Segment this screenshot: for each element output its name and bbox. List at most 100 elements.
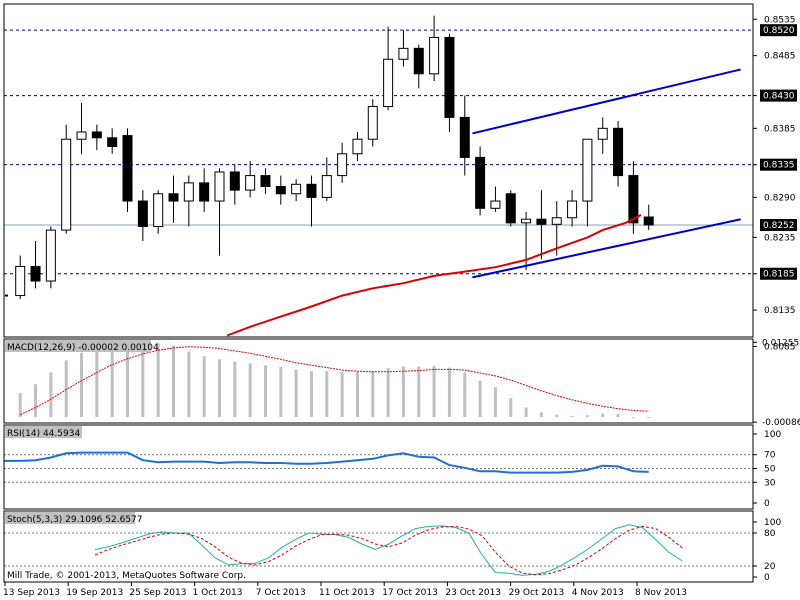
- candle-body: [383, 58, 394, 108]
- rsi-axis: 100 70 50 30 0: [753, 430, 781, 509]
- candle[interactable]: [475, 146, 486, 216]
- candle[interactable]: [398, 30, 409, 67]
- rsi-pane[interactable]: RSI(14) 44.5934 100 70 50 30 0: [3, 424, 781, 510]
- current-price-label: 0.8252: [763, 221, 795, 231]
- candle[interactable]: [321, 157, 332, 202]
- candle[interactable]: [413, 44, 424, 89]
- trend-line[interactable]: [472, 68, 741, 135]
- macd-bar: [126, 342, 130, 418]
- candle[interactable]: [107, 128, 118, 154]
- candle[interactable]: [214, 168, 225, 256]
- macd-bar: [493, 387, 497, 418]
- stochastic-tick-label: 100: [764, 518, 781, 528]
- time-tick-label: 29 Oct 2013: [509, 588, 565, 598]
- candle[interactable]: [352, 131, 363, 162]
- level-badge-label: 0.8520: [763, 26, 795, 36]
- candle[interactable]: [260, 168, 271, 194]
- candle[interactable]: [337, 142, 348, 183]
- candle-body: [76, 131, 87, 140]
- macd-bar: [325, 371, 329, 418]
- candle[interactable]: [199, 168, 210, 212]
- candle[interactable]: [367, 99, 378, 147]
- macd-signal-path: [19, 346, 649, 416]
- candle-body: [107, 137, 118, 148]
- candle[interactable]: [137, 190, 148, 242]
- candle[interactable]: [245, 161, 256, 198]
- candle-body: [643, 216, 654, 226]
- candle[interactable]: [45, 226, 56, 289]
- macd-bar: [172, 345, 175, 418]
- candle[interactable]: [229, 164, 240, 205]
- trend-line[interactable]: [472, 218, 741, 279]
- macd-bar: [509, 397, 513, 418]
- stochastic-tick-label: 20: [764, 562, 776, 572]
- candle[interactable]: [122, 128, 133, 212]
- candle[interactable]: [61, 124, 72, 234]
- candle[interactable]: [168, 175, 179, 223]
- price-tick-label: 0.8290: [764, 193, 796, 203]
- candle[interactable]: [582, 138, 593, 227]
- candle-body: [306, 183, 317, 198]
- candle-body: [122, 135, 133, 202]
- macd-tick-label: -0.00086: [762, 418, 800, 428]
- macd-bar: [141, 342, 145, 418]
- level-badge: [760, 267, 797, 280]
- macd-bar: [386, 368, 390, 418]
- candle[interactable]: [505, 190, 516, 227]
- candle-body: [153, 193, 164, 227]
- level-badge-label: 0.8430: [763, 92, 795, 102]
- candle[interactable]: [597, 117, 608, 154]
- candle[interactable]: [613, 121, 624, 187]
- time-tick-label: 25 Sep 2013: [129, 588, 186, 598]
- candle[interactable]: [91, 124, 102, 151]
- macd-bar: [355, 371, 359, 418]
- candle[interactable]: [490, 186, 501, 212]
- candle[interactable]: [643, 204, 654, 231]
- time-tick-label: 8 Nov 2013: [635, 588, 687, 598]
- macd-bar: [647, 417, 651, 419]
- candle-body: [613, 127, 624, 177]
- candle[interactable]: [291, 179, 302, 202]
- rsi-pane-border: [3, 424, 754, 510]
- moving-average: [226, 214, 642, 337]
- candle[interactable]: [429, 15, 440, 82]
- candle[interactable]: [383, 26, 394, 111]
- candle[interactable]: [536, 190, 547, 260]
- candle-body: [551, 217, 562, 225]
- macd-bar: [371, 371, 375, 418]
- macd-pane[interactable]: MACD(12,26,9) -0.00002 0.00104 0.01255 -0…: [3, 338, 800, 428]
- macd-bar: [80, 352, 84, 418]
- candle[interactable]: [459, 95, 470, 176]
- macd-bar: [340, 371, 344, 418]
- candle[interactable]: [275, 175, 286, 205]
- macd-bar: [432, 365, 436, 418]
- candle[interactable]: [153, 190, 164, 234]
- candle-body: [597, 127, 608, 140]
- candle-body: [245, 175, 256, 191]
- price-tick-label: 0.8135: [764, 306, 796, 316]
- current-price-badge: [760, 219, 797, 232]
- candle[interactable]: [183, 175, 194, 227]
- candle[interactable]: [15, 255, 26, 300]
- rsi-tick-label: 50: [764, 465, 776, 475]
- macd-bar: [217, 359, 221, 418]
- price-pane[interactable]: 0.8535 0.8485 0.8430 0.8385 0.8335 0.8290 0.82…: [3, 3, 797, 352]
- rsi-tick-label: 70: [764, 451, 776, 461]
- time-tick-label: 7 Oct 2013: [256, 588, 306, 598]
- candle[interactable]: [306, 175, 317, 227]
- candle[interactable]: [76, 102, 87, 154]
- time-tick-label: 11 Oct 2013: [319, 588, 375, 598]
- candle[interactable]: [551, 201, 562, 256]
- candle-body: [214, 171, 225, 202]
- candle[interactable]: [30, 241, 41, 289]
- candle[interactable]: [628, 161, 639, 234]
- level-badge-label: 0.8185: [763, 270, 795, 280]
- rsi-path: [4, 451, 649, 474]
- candle[interactable]: [567, 190, 578, 227]
- candle-body: [199, 182, 210, 202]
- stochastic-tick-label: 80: [764, 529, 776, 539]
- candle[interactable]: [444, 33, 455, 132]
- candle-body: [475, 156, 486, 209]
- macd-bar: [447, 367, 451, 418]
